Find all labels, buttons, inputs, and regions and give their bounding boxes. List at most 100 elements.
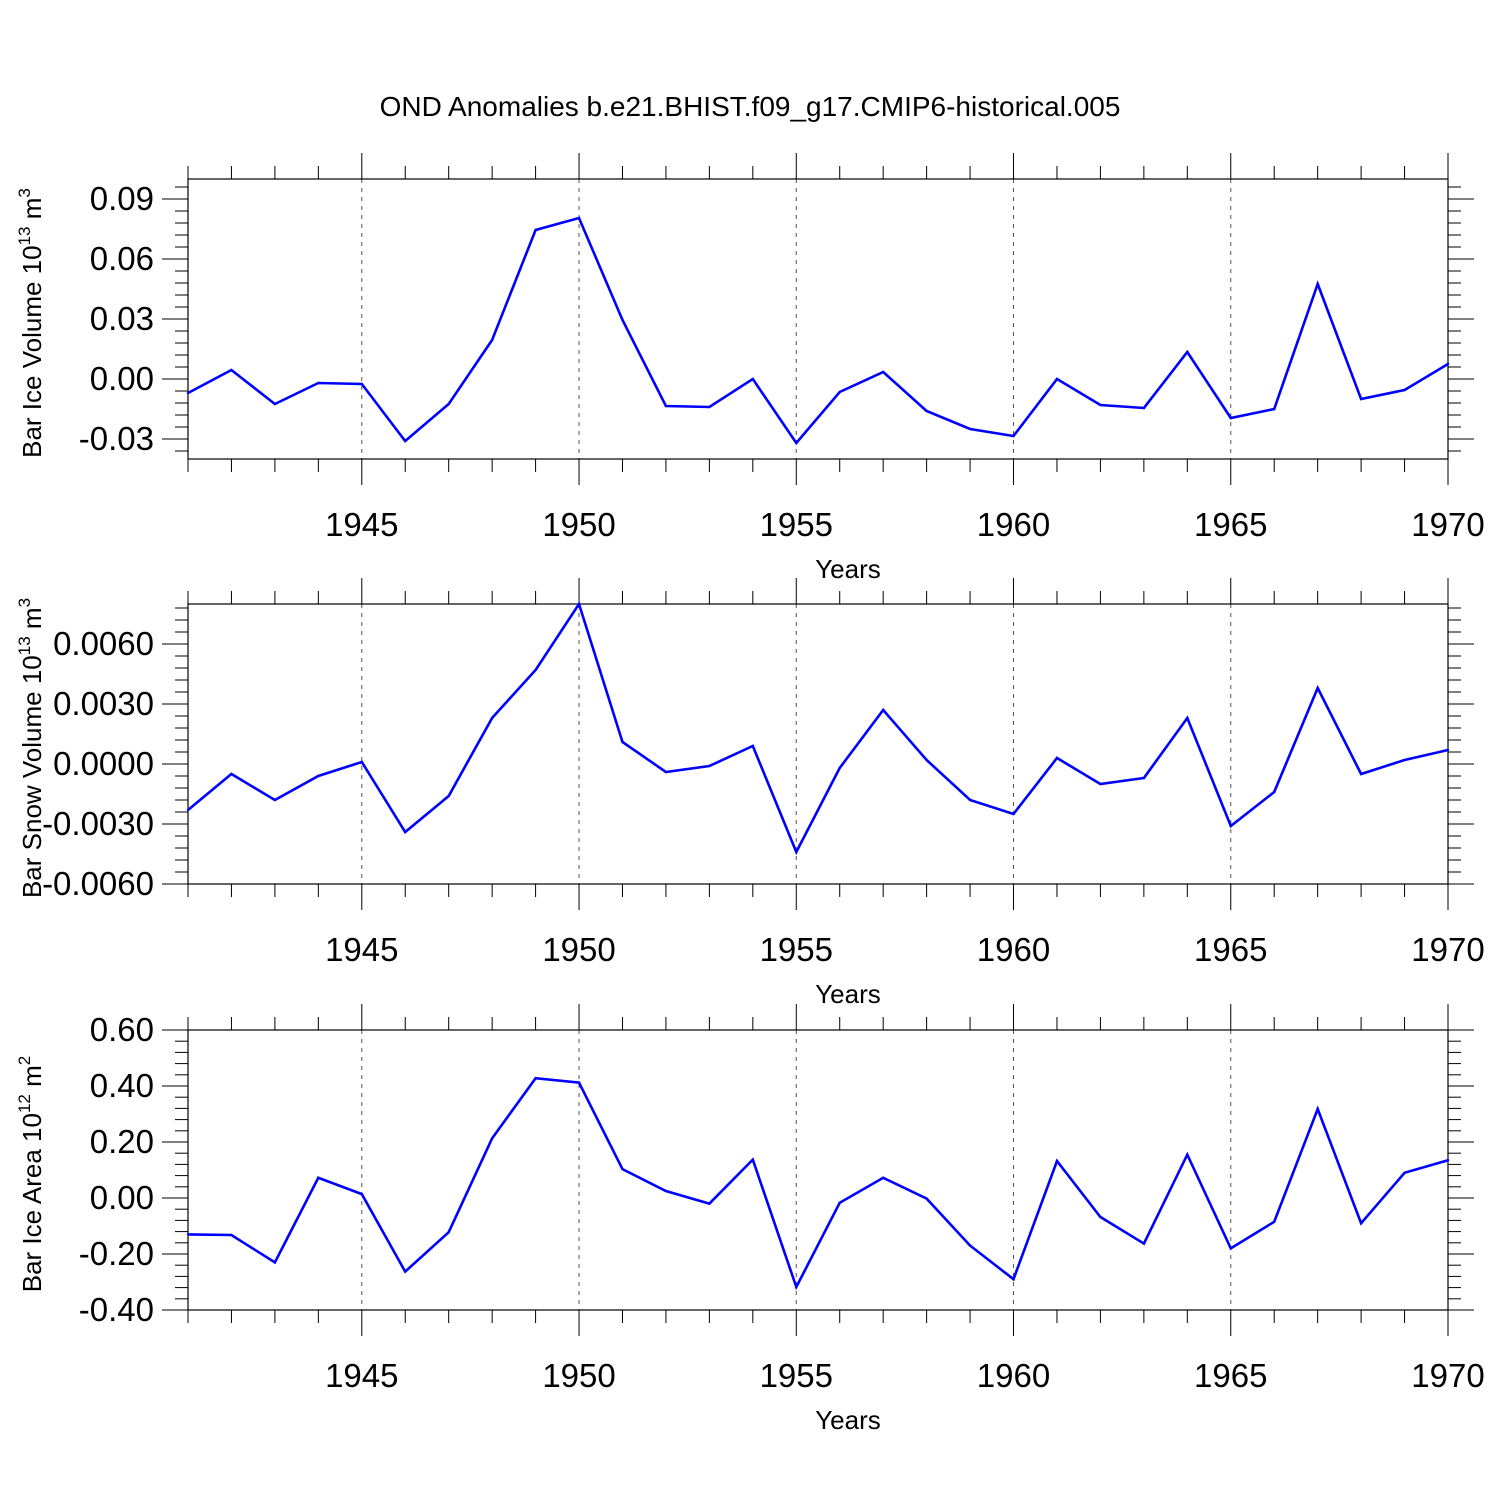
- y-tick-label: 0.00: [90, 360, 154, 397]
- data-point: [577, 602, 581, 606]
- data-point: [404, 1270, 407, 1273]
- x-tick-label: 1960: [977, 1357, 1050, 1394]
- data-point: [1446, 748, 1450, 752]
- x-tick-label: 1965: [1194, 506, 1267, 543]
- x-tick-label: 1965: [1194, 1357, 1267, 1394]
- data-point: [534, 668, 537, 672]
- data-point: [360, 382, 363, 386]
- data-point: [317, 381, 320, 385]
- data-point: [1186, 716, 1189, 720]
- data-point: [1229, 1247, 1232, 1250]
- plot-frame: [187, 1029, 1449, 1311]
- data-point: [1316, 282, 1319, 286]
- data-point: [881, 1176, 885, 1180]
- y-axis-title-unit-exponent: 3: [15, 188, 34, 197]
- data-point: [925, 1197, 928, 1200]
- data-point: [534, 228, 537, 232]
- x-tick-label: 1950: [542, 931, 615, 968]
- x-tick-label: 1945: [325, 1357, 398, 1394]
- data-point: [1359, 1222, 1363, 1225]
- y-tick-label: -0.0030: [42, 805, 154, 842]
- panel-2: -0.0060 -0.0030 0.0000 0.0030 0.0060 1945 1950…: [15, 578, 1485, 1009]
- data-point: [708, 764, 711, 768]
- y-tick-label: 0.00: [90, 1179, 154, 1216]
- y-axis-title-text: Bar Ice Area 10: [17, 1113, 47, 1292]
- y-axis-title-text: Bar Ice Volume 10: [17, 245, 47, 457]
- panel-1: -0.03 0.00 0.03 0.06 0.09 1945 1950 1955 1960 196…: [15, 153, 1485, 584]
- x-axis-title: Years: [815, 1405, 881, 1435]
- data-point: [577, 216, 581, 220]
- data-point: [490, 716, 494, 720]
- data-point: [490, 1137, 494, 1140]
- x-tick-label: 1950: [542, 506, 615, 543]
- y-tick-label: 0.03: [90, 300, 154, 337]
- data-point: [838, 390, 841, 394]
- y-tick-label: -0.03: [79, 420, 154, 457]
- x-tick-label: 1955: [760, 931, 833, 968]
- data-point: [1446, 1159, 1450, 1162]
- data-point: [447, 402, 450, 406]
- x-tick-label: 1965: [1194, 931, 1267, 968]
- data-point: [925, 409, 928, 413]
- plot-frame: [187, 178, 1449, 460]
- y-axis-title-unit: m: [17, 1065, 47, 1094]
- y-axis-title-unit-exponent: 2: [15, 1056, 34, 1065]
- data-point: [664, 1189, 668, 1193]
- data-point: [751, 1158, 755, 1161]
- y-tick-label: 0.60: [90, 1011, 154, 1048]
- data-point: [273, 1261, 277, 1264]
- y-axis-title-text: Bar Snow Volume 10: [17, 655, 47, 898]
- data-point: [447, 1230, 450, 1234]
- data-point: [881, 708, 885, 712]
- x-tick-label: 1970: [1411, 1357, 1484, 1394]
- panel-3: -0.40 -0.20 0.00 0.20 0.40 0.60 1945 1950 1955 19…: [15, 1004, 1485, 1435]
- y-axis-title: Bar Ice Area 1012 m2: [15, 1056, 47, 1293]
- y-axis-title: Bar Ice Volume 1013 m3: [15, 188, 47, 458]
- data-point: [230, 368, 233, 372]
- y-tick-label: 0.20: [90, 1123, 154, 1160]
- data-point: [1446, 362, 1450, 366]
- data-point: [751, 377, 755, 381]
- data-point: [621, 318, 624, 322]
- data-point: [1012, 1278, 1015, 1281]
- y-tick-label: 0.09: [90, 180, 154, 217]
- y-tick-label: 0.0030: [53, 685, 154, 722]
- data-point: [1229, 824, 1232, 828]
- data-point: [1142, 406, 1146, 410]
- series-line: [187, 216, 1449, 446]
- data-point: [968, 1244, 972, 1247]
- data-point: [360, 1192, 363, 1196]
- data-point: [708, 405, 711, 409]
- series-line: [187, 1076, 1449, 1291]
- series-line: [187, 600, 1449, 856]
- data-point: [273, 798, 277, 802]
- y-axis-title: Bar Snow Volume 1013 m3: [15, 598, 47, 898]
- data-point: [1229, 416, 1232, 420]
- data-point: [317, 1176, 320, 1180]
- y-tick-label: -0.0060: [42, 865, 154, 902]
- data-point: [186, 1233, 190, 1236]
- data-point: [1099, 403, 1102, 407]
- x-tick-label: 1945: [325, 931, 398, 968]
- data-point: [1186, 1153, 1189, 1156]
- data-point: [1142, 776, 1146, 780]
- y-axis-title-unit: m: [17, 607, 47, 636]
- data-point: [1012, 812, 1015, 816]
- y-tick-label: -0.20: [79, 1235, 154, 1272]
- y-axis-title-exponent: 12: [15, 1094, 34, 1113]
- data-point: [795, 1285, 798, 1289]
- data-point: [1403, 758, 1406, 762]
- data-point: [1012, 434, 1015, 438]
- y-axis-title-exponent: 13: [15, 636, 34, 655]
- data-point: [795, 441, 798, 445]
- data-point: [317, 774, 320, 778]
- data-point: [447, 794, 450, 798]
- data-point: [1403, 388, 1406, 392]
- data-point: [186, 391, 190, 395]
- data-point: [1186, 350, 1189, 354]
- data-point: [621, 1167, 624, 1171]
- panels: -0.03 0.00 0.03 0.06 0.09 1945 1950 1955 1960 196…: [15, 153, 1485, 1435]
- figure-title: OND Anomalies b.e21.BHIST.f09_g17.CMIP6-…: [380, 91, 1121, 122]
- data-point: [1273, 1220, 1276, 1224]
- x-axis-title: Years: [815, 979, 881, 1009]
